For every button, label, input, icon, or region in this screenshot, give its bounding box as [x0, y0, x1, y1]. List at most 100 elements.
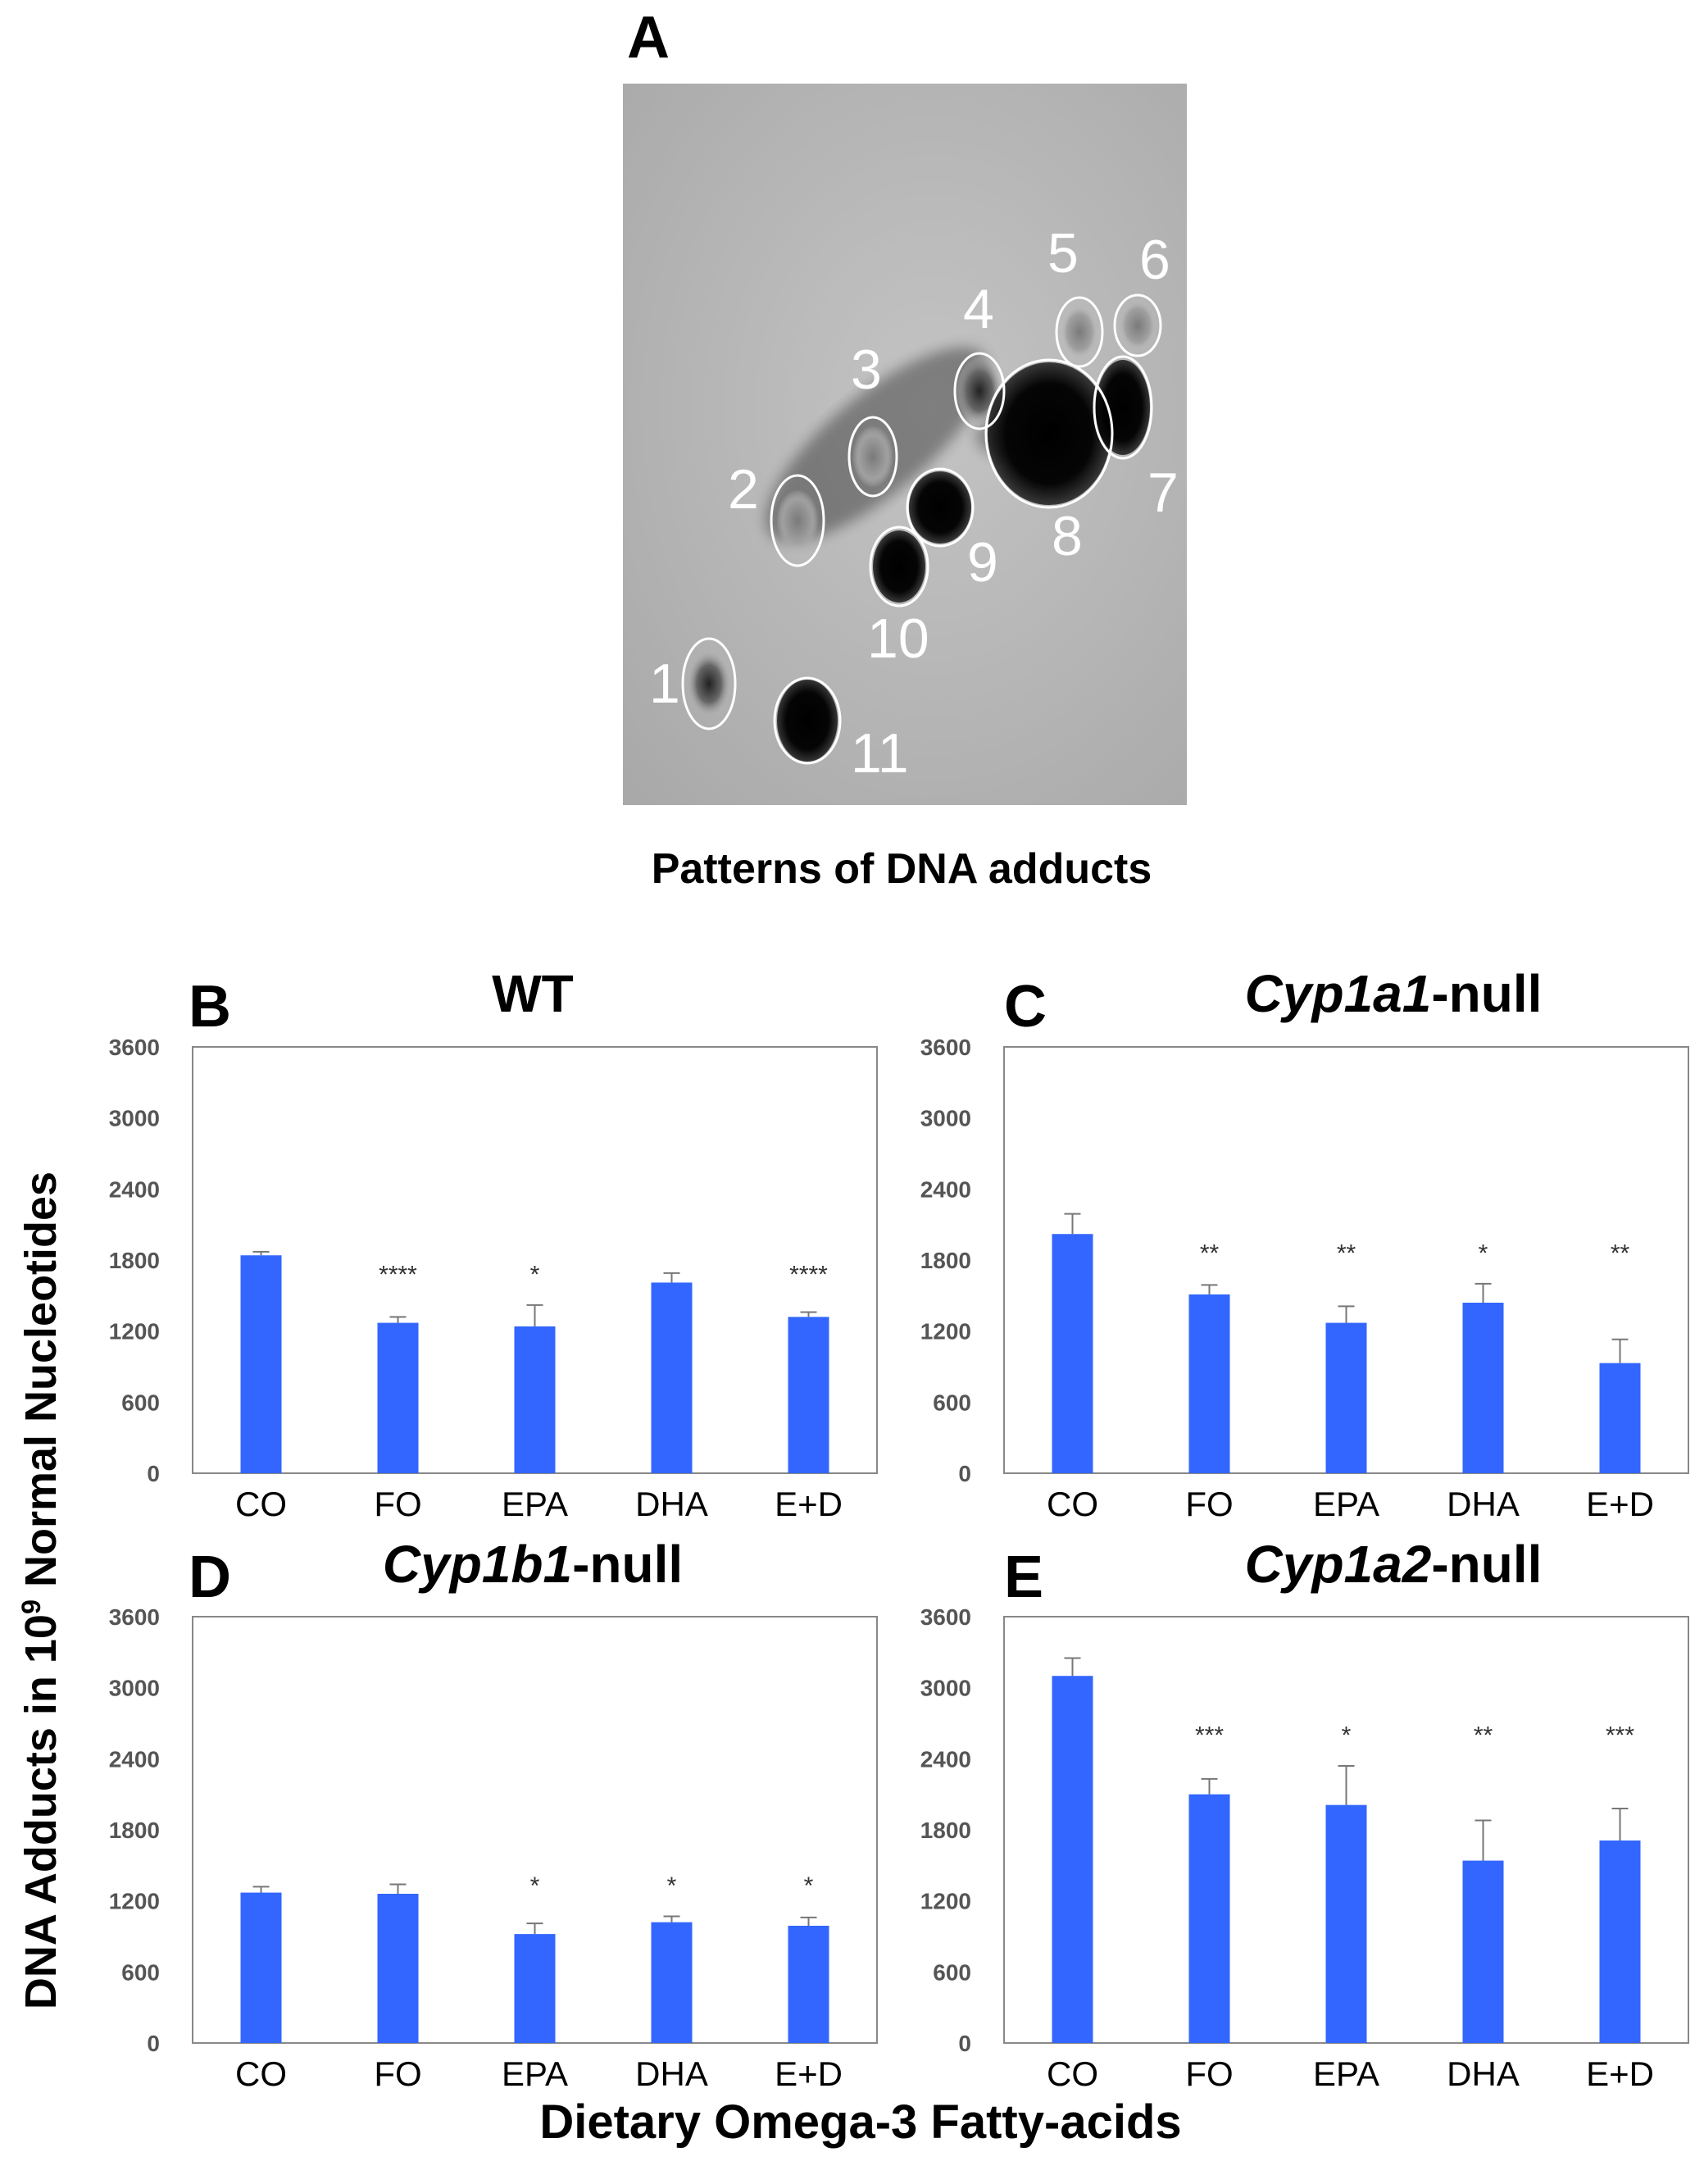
dna-adduct-gel-image: 1 2 3 4 5 6 7 8 9 10 11 — [623, 84, 1187, 805]
bar-epa — [1325, 1804, 1367, 2043]
significance-label: * — [530, 1872, 540, 1900]
category-label: EPA — [1313, 1485, 1379, 1523]
y-tick-label: 1200 — [920, 1889, 971, 1914]
adduct-spot-8 — [988, 362, 1111, 505]
category-label: E+D — [1586, 2054, 1654, 2093]
x-axis-label: Dietary Omega-3 Fatty-acids — [539, 2095, 1182, 2149]
bar-fo — [377, 1322, 419, 1473]
spot-label-11: 11 — [851, 722, 909, 785]
bar-co — [1052, 1676, 1093, 2043]
significance-label: **** — [789, 1261, 828, 1288]
category-label: DHA — [635, 1485, 708, 1523]
y-tick-label: 1200 — [109, 1889, 160, 1914]
panel-e-title: Cyp1a2-null — [1147, 1538, 1639, 1590]
significance-label: *** — [1195, 1722, 1224, 1749]
adduct-spot-5 — [1061, 306, 1097, 358]
adduct-spot-3 — [852, 425, 893, 488]
panel-d-title: Cyp1b1-null — [287, 1538, 779, 1590]
significance-label: **** — [379, 1261, 417, 1288]
chart-wt: 0 600 1200 1800 2400 3000 3600 CO **** FO * EPA DHA *… — [109, 1035, 878, 1523]
bar-fo — [1188, 1794, 1230, 2043]
y-tick-label: 0 — [958, 2031, 971, 2056]
spot-label-6: 6 — [1139, 229, 1170, 291]
y-tick-label: 1200 — [920, 1319, 971, 1345]
bar-e-d — [788, 1317, 829, 1473]
adduct-spot-6 — [1120, 301, 1156, 350]
bar-co — [240, 1892, 282, 2043]
category-label: DHA — [1447, 2054, 1520, 2093]
y-tick-label: 1800 — [920, 1248, 971, 1273]
y-tick-label: 3000 — [920, 1676, 971, 1701]
panel-d-title-text: -null — [572, 1535, 684, 1594]
bar-dha — [1462, 1860, 1504, 2043]
significance-label: * — [530, 1261, 540, 1288]
y-tick-label: 3000 — [920, 1106, 971, 1131]
panel-e-title-text: -null — [1431, 1535, 1543, 1594]
significance-label: ** — [1200, 1240, 1220, 1267]
significance-label: * — [1342, 1722, 1352, 1749]
spot-label-8: 8 — [1052, 505, 1083, 567]
bar-dha — [1462, 1303, 1504, 1473]
chart-cyp1a1-null: 0 600 1200 1800 2400 3000 3600 CO ** FO ** EPA * DHA *… — [920, 1035, 1689, 1523]
category-label: E+D — [775, 1485, 843, 1523]
y-tick-label: 1800 — [109, 1248, 160, 1273]
significance-label: * — [667, 1872, 677, 1900]
adduct-spot-1 — [688, 653, 729, 715]
spot-label-9: 9 — [967, 531, 998, 594]
category-label: CO — [235, 1485, 287, 1523]
y-tick-label: 3600 — [109, 1604, 160, 1630]
y-tick-label: 0 — [147, 2031, 160, 2056]
y-tick-label: 600 — [121, 1959, 160, 1985]
panel-c-title-text: -null — [1431, 964, 1543, 1023]
panel-a-caption: Patterns of DNA adducts — [651, 845, 1152, 893]
spot-label-4: 4 — [963, 278, 994, 340]
y-tick-label: 2400 — [109, 1746, 160, 1772]
bar-epa — [514, 1934, 556, 2043]
bar-epa — [1325, 1322, 1367, 1473]
panel-c-title-italic: Cyp1a1 — [1244, 964, 1432, 1023]
y-tick-label: 3000 — [109, 1106, 160, 1131]
bar-e-d — [788, 1926, 829, 2043]
category-label: EPA — [502, 2054, 568, 2093]
y-axis-label-pre: DNA Adducts in 10 — [16, 1614, 66, 2010]
panel-a-letter: A — [627, 5, 670, 71]
adduct-spot-10 — [873, 530, 925, 603]
bar-fo — [1188, 1294, 1230, 1473]
y-tick-label: 0 — [147, 1461, 160, 1486]
adduct-spot-9 — [909, 471, 971, 544]
panel-c-letter: C — [1004, 974, 1047, 1040]
category-label: EPA — [502, 1485, 568, 1523]
y-tick-label: 3600 — [109, 1035, 160, 1060]
y-axis-label: DNA Adducts in 109 Normal Nucleotides — [16, 1172, 66, 2009]
chart-cyp1b1-null: 0 600 1200 1800 2400 3000 3600 CO FO * EPA * DHA * E+D — [109, 1604, 878, 2093]
bar-e-d — [1599, 1363, 1641, 1473]
significance-label: *** — [1606, 1722, 1634, 1749]
category-label: EPA — [1313, 2054, 1379, 2093]
category-label: FO — [1185, 2054, 1233, 2093]
significance-label: ** — [1337, 1240, 1356, 1267]
adduct-spot-2 — [776, 489, 819, 552]
y-tick-label: 0 — [958, 1461, 971, 1486]
bar-fo — [377, 1894, 419, 2043]
category-label: DHA — [1447, 1485, 1520, 1523]
chart-cyp1a2-null: 0 600 1200 1800 2400 3000 3600 CO *** FO * EPA ** DHA… — [920, 1604, 1689, 2093]
bar-e-d — [1599, 1840, 1641, 2043]
spot-label-2: 2 — [728, 458, 759, 521]
y-tick-label: 600 — [121, 1390, 160, 1415]
category-label: CO — [1047, 2054, 1098, 2093]
bar-epa — [514, 1326, 556, 1473]
category-label: FO — [1185, 1485, 1233, 1523]
category-label: E+D — [1586, 1485, 1654, 1523]
panel-d-letter: D — [189, 1545, 231, 1610]
y-tick-label: 2400 — [920, 1746, 971, 1772]
bar-co — [240, 1255, 282, 1473]
significance-label: ** — [1474, 1722, 1493, 1749]
panel-c-title: Cyp1a1-null — [1147, 967, 1639, 1020]
y-tick-label: 600 — [933, 1390, 971, 1415]
spot-label-10: 10 — [867, 607, 929, 670]
y-tick-label: 3600 — [920, 1604, 971, 1630]
panel-b-title-text: WT — [492, 964, 574, 1023]
panel-b-letter: B — [189, 974, 231, 1040]
category-label: E+D — [775, 2054, 843, 2093]
y-tick-label: 3600 — [920, 1035, 971, 1060]
